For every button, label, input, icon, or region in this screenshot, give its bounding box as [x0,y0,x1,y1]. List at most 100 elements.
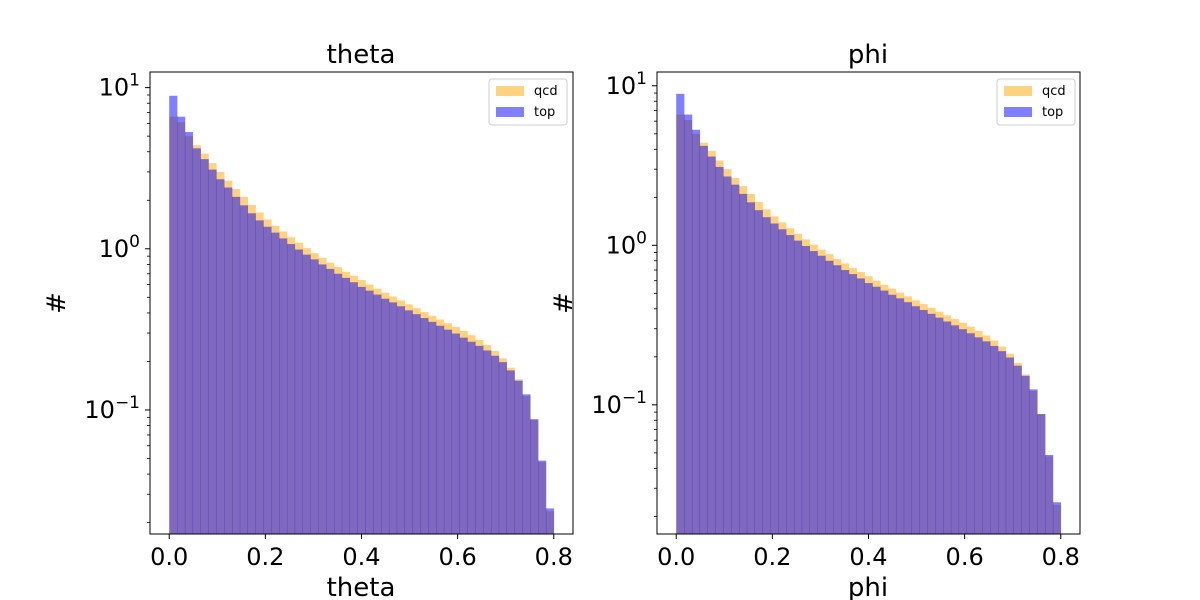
top-bar [793,240,803,534]
top-bar [1013,365,1022,534]
legend-swatch-qcd [1004,86,1032,96]
x-tick-label: 0.8 [535,543,573,571]
top-bar [318,264,327,534]
phi-xlabel: phi [848,573,888,600]
top-bar [739,193,748,534]
legend-label-qcd: qcd [534,84,558,99]
top-bar [420,318,429,534]
top-bar [459,337,468,534]
top-bar [192,148,201,534]
top-bar [349,282,358,534]
top-bar [691,129,701,534]
top-bar [990,345,999,534]
top-bar [177,116,186,534]
top-bar [801,246,810,534]
top-bar [684,114,693,534]
top-bar [982,341,991,534]
theta-xlabel: theta [327,573,396,600]
top-bar [770,223,779,535]
top-bar [428,321,437,534]
top-bar [841,270,850,534]
phi-legend: qcd top [996,78,1076,126]
top-bar [950,325,960,534]
top-bar [522,394,531,534]
top-bar [294,249,303,534]
x-tick-label: 0.6 [946,543,984,571]
legend-swatch-top [496,107,524,117]
theta-ylabel: # [42,292,72,314]
top-bar [451,333,460,534]
top-bar [1021,375,1030,534]
top-bar [506,370,515,534]
top-bar [169,95,178,534]
top-bar [216,179,225,534]
x-tick-label: 0.2 [753,543,791,571]
top-bar [699,145,708,534]
top-bar [412,314,421,534]
top-bar [388,302,398,534]
top-bar [310,259,319,534]
top-bar [255,220,264,534]
top-bar [263,226,272,534]
top-bar [1005,357,1014,534]
x-tick-label: 0.8 [1042,543,1080,571]
top-bar [1037,414,1046,534]
top-bar [436,325,445,534]
top-bar [475,345,484,534]
top-bar [943,321,952,534]
top-bar [778,229,787,535]
top-bar [373,294,382,534]
top-bar [247,213,256,534]
top-bar [911,306,920,534]
legend-label-top: top [534,105,555,120]
top-bar [966,333,975,534]
top-bar [365,290,374,534]
top-bar [239,205,249,535]
top-bar [809,251,818,534]
top-bar [184,132,194,534]
x-tick-label: 0.4 [342,543,380,571]
top-bar [825,260,834,534]
x-tick-label: 0.6 [439,543,477,571]
top-bar [334,273,343,534]
top-bar [927,313,936,534]
top-bar [786,235,795,534]
top-bar [514,380,523,534]
top-bar [856,278,865,534]
top-bar [326,268,335,534]
top-bar [396,306,405,534]
top-bar [498,362,507,534]
top-bar [1052,502,1062,534]
legend-label-qcd: qcd [1042,84,1066,99]
theta-title: theta [327,40,396,70]
phi-title: phi [848,40,888,70]
top-bar [997,351,1007,534]
x-tick-label: 0.2 [246,543,284,571]
top-bar [833,265,842,534]
top-bar [279,238,288,534]
top-bar [676,93,685,534]
top-bar [903,302,912,534]
top-bar [483,350,492,534]
x-tick-label: 0.0 [150,543,188,571]
top-bar [715,166,724,535]
theta-legend: qcd top [488,78,568,126]
legend-swatch-top [1004,107,1032,117]
top-bar [404,310,413,534]
top-bar [888,294,897,534]
top-bar [443,329,453,534]
top-bar [341,277,351,534]
top-bar [872,286,881,534]
legend-swatch-qcd [496,86,524,96]
top-bar [817,255,826,534]
top-bar [754,210,763,534]
top-bar [707,156,716,534]
top-bar [723,176,732,535]
top-bar [762,217,771,534]
top-bar [545,508,555,534]
top-bar [286,244,296,534]
